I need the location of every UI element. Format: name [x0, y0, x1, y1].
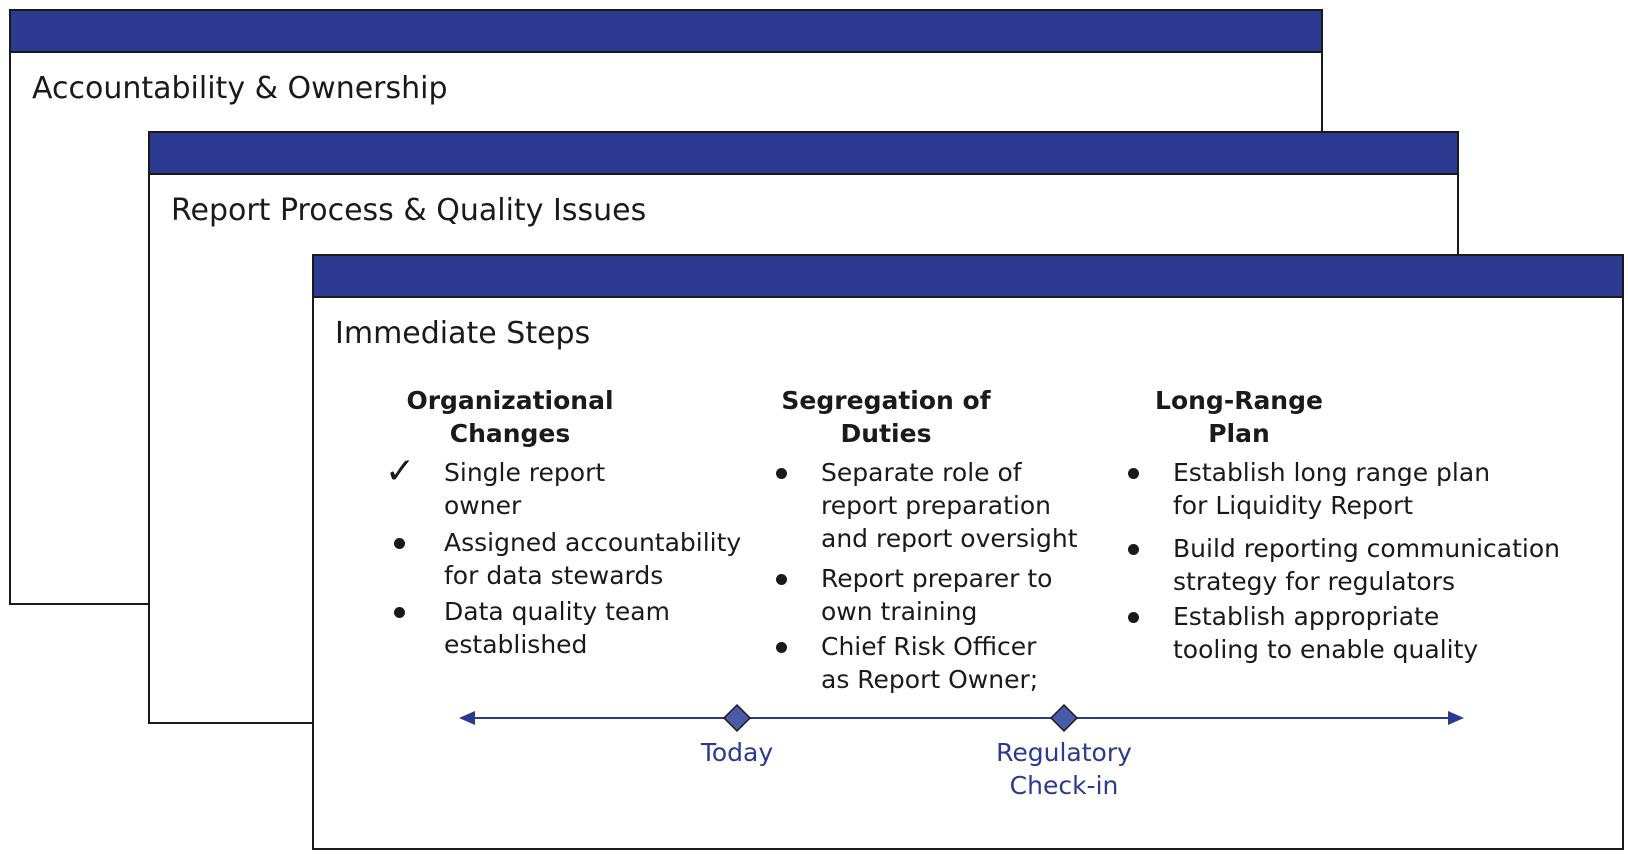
- list-item: Chief Risk Officer as Report Owner;: [821, 632, 1039, 694]
- milestone-label: Today: [700, 738, 774, 767]
- list-item: Data quality team established: [444, 597, 670, 659]
- milestone-diamond-icon: [722, 703, 752, 733]
- bullet-icon: [394, 607, 405, 618]
- bullet-icon: [776, 642, 787, 653]
- card-header-bar: [314, 256, 1622, 298]
- card-immediate-steps[interactable]: Immediate Steps Organizational Changes ✓ Si…: [312, 254, 1624, 850]
- arrow-left-icon: [459, 711, 475, 725]
- checkmark-icon: ✓: [385, 451, 416, 492]
- list-item: Assigned accountability for data stewards: [444, 528, 742, 590]
- list-item: Establish appropriate tooling to enable q…: [1173, 602, 1479, 664]
- milestone-label: Regulatory Check-in: [996, 738, 1132, 800]
- list-item: Establish long range plan for Liquidity R…: [1173, 458, 1491, 520]
- column-heading: Segregation of Duties: [781, 386, 991, 448]
- column-heading: Organizational Changes: [406, 386, 614, 448]
- list-item: Build reporting communication strategy fo…: [1173, 534, 1560, 596]
- bullet-icon: [1128, 544, 1139, 555]
- card-header-bar: [150, 133, 1457, 175]
- list-item: Single report owner: [444, 458, 606, 520]
- card-title: Report Process & Quality Issues: [171, 193, 647, 228]
- card-title: Immediate Steps: [335, 316, 591, 351]
- arrow-right-icon: [1448, 711, 1464, 725]
- list-item: Separate role of report preparation and re…: [821, 458, 1078, 553]
- bullet-icon: [776, 574, 787, 585]
- bullet-icon: [394, 538, 405, 549]
- column-heading: Long-Range Plan: [1155, 386, 1323, 448]
- bullet-icon: [1128, 468, 1139, 479]
- card-header-bar: [11, 11, 1321, 53]
- timeline: [459, 703, 1464, 733]
- card-title: Accountability & Ownership: [32, 71, 448, 106]
- list-item: Report preparer to own training: [821, 564, 1053, 626]
- milestone-diamond-icon: [1049, 703, 1079, 733]
- bullet-icon: [1128, 612, 1139, 623]
- bullet-icon: [776, 468, 787, 479]
